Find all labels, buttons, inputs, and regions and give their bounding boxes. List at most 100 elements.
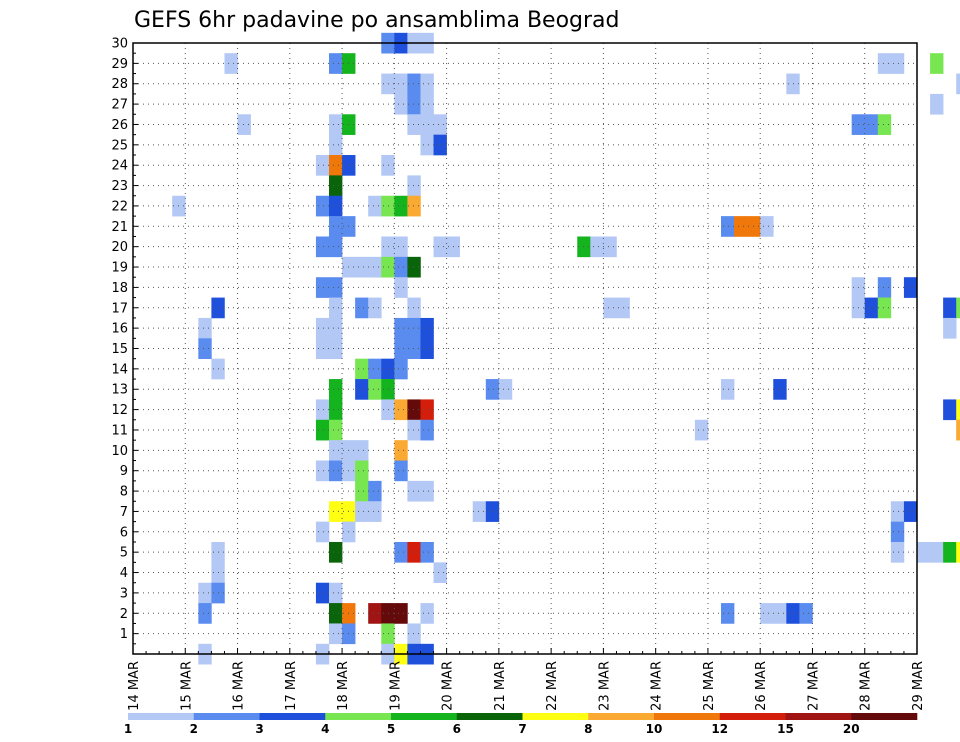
y-tick-label: 19 xyxy=(111,261,128,276)
y-tick-label: 20 xyxy=(111,240,128,255)
cell-member-17-step-17 xyxy=(355,297,369,319)
cell-member-2-step-45 xyxy=(721,603,735,624)
cell-member-17-step-63 xyxy=(956,297,960,319)
cell-member-7-step-15 xyxy=(329,501,343,522)
y-tick-label: 7 xyxy=(120,505,128,520)
cell-member-24-step-14 xyxy=(315,155,330,176)
x-tick-label: 14 MAR xyxy=(127,661,142,711)
cell-member-29-step-61 xyxy=(930,53,944,74)
cell-member-11-step-63 xyxy=(956,419,960,441)
cell-member-16-step-20 xyxy=(394,317,408,339)
cell-member-1-step-21 xyxy=(407,623,421,645)
cell-member-15-step-21 xyxy=(407,338,421,359)
cell-member-26-step-57 xyxy=(877,114,892,135)
cell-member-15-step-14 xyxy=(315,338,330,359)
x-tick-label: 29 MAR xyxy=(911,661,926,711)
y-tick-label: 23 xyxy=(111,179,128,194)
cell-member-2-step-48 xyxy=(760,603,774,624)
cell-member-26-step-15 xyxy=(329,114,343,135)
cell-member-25-step-22 xyxy=(420,134,434,156)
x-tick-label: 20 MAR xyxy=(441,661,456,711)
y-tick-label: 2 xyxy=(120,607,128,622)
cell-member-28-step-63 xyxy=(956,73,960,95)
cell-member-12-step-19 xyxy=(381,399,395,421)
cell-member-13-step-27 xyxy=(485,379,500,400)
y-tick-label: 5 xyxy=(120,546,128,561)
cell-member-18-step-14 xyxy=(315,277,330,298)
cell-member-12-step-21 xyxy=(407,399,421,421)
colorbar-segment xyxy=(391,713,458,720)
cell-member-10-step-20 xyxy=(394,440,408,461)
cell-member-14-step-17 xyxy=(355,358,369,380)
cell-member-6-step-58 xyxy=(890,521,905,543)
cell-member-26-step-23 xyxy=(433,114,447,135)
cell-member-17-step-62 xyxy=(943,297,957,319)
cell-member-26-step-22 xyxy=(420,114,434,135)
cell-member-17-step-56 xyxy=(864,297,879,319)
cell-member-11-step-14 xyxy=(315,419,330,441)
cell-member-24-step-15 xyxy=(329,155,343,176)
cell-member-23-step-15 xyxy=(329,175,343,197)
y-tick-label: 18 xyxy=(111,281,128,296)
cell-member-1-step-15 xyxy=(329,623,343,645)
cell-member-20-step-19 xyxy=(381,236,395,258)
cell-member-22-step-19 xyxy=(381,195,395,217)
y-tick-label: 8 xyxy=(120,485,128,500)
cell-member-8-step-17 xyxy=(355,480,369,502)
cell-member-5-step-15 xyxy=(329,541,343,563)
y-tick-label: 21 xyxy=(111,220,128,235)
colorbar-segment xyxy=(588,713,655,720)
cell-member-16-step-14 xyxy=(315,317,330,339)
cell-member-29-step-15 xyxy=(329,53,343,74)
cell-member-13-step-28 xyxy=(498,379,513,400)
cell-member-14-step-20 xyxy=(394,358,408,380)
cell-member-22-step-21 xyxy=(407,195,421,217)
y-tick-label: 13 xyxy=(111,383,128,398)
y-tick-label: 28 xyxy=(111,77,128,92)
colorbar-segment xyxy=(654,713,721,720)
cell-member-21-step-15 xyxy=(329,216,343,237)
cell-member-19-step-21 xyxy=(407,256,421,278)
cell-member-20-step-20 xyxy=(394,236,408,258)
cell-member-20-step-15 xyxy=(329,236,343,258)
cell-member-16-step-22 xyxy=(420,317,434,339)
cell-member-13-step-17 xyxy=(355,379,369,400)
x-tick-label: 23 MAR xyxy=(597,661,612,711)
cell-member-23-step-21 xyxy=(407,175,421,197)
cell-member-5-step-60 xyxy=(917,541,931,563)
cell-member-27-step-61 xyxy=(930,93,944,115)
cell-member-17-step-18 xyxy=(368,297,382,319)
cell-member-15-step-15 xyxy=(329,338,343,359)
colorbar-segment xyxy=(785,713,852,720)
cell-member-10-step-15 xyxy=(329,440,343,461)
cell-member-28-step-20 xyxy=(394,73,408,95)
y-tick-label: 9 xyxy=(120,464,128,479)
y-tick-label: 15 xyxy=(111,342,128,357)
cell-member-1-step-19 xyxy=(381,623,395,645)
y-tick-label: 16 xyxy=(111,322,128,337)
cell-member-7-step-59 xyxy=(903,501,918,522)
cell-member-7-step-18 xyxy=(368,501,382,522)
cell-member-20-step-23 xyxy=(433,236,447,258)
cell-member-22-step-18 xyxy=(368,195,382,217)
cell-member-13-step-19 xyxy=(381,379,395,400)
cell-member-25-step-23 xyxy=(433,134,447,156)
cell-member-2-step-20 xyxy=(394,603,408,624)
cell-member-19-step-19 xyxy=(381,256,395,278)
cell-member-16-step-21 xyxy=(407,317,421,339)
cell-member-22-step-14 xyxy=(315,195,330,217)
cell-member-20-step-35 xyxy=(590,236,604,258)
y-tick-label: 6 xyxy=(120,525,128,540)
cell-member-28-step-22 xyxy=(420,73,434,95)
colorbar-segment xyxy=(128,713,195,720)
cell-member-17-step-15 xyxy=(329,297,343,319)
colorbar-segment xyxy=(522,713,589,720)
y-tick-label: 1 xyxy=(120,627,128,642)
cell-member-29-step-57 xyxy=(877,53,892,74)
cell-member-12-step-63 xyxy=(956,399,960,421)
cell-member-18-step-20 xyxy=(394,277,408,298)
y-tick-label: 26 xyxy=(111,118,128,133)
colorbar-segment xyxy=(851,713,918,720)
cell-member-21-step-48 xyxy=(760,216,774,237)
x-axis: 14 MAR 15 MAR 16 MAR 17 MAR 18 MAR 19 MAR 20 M… xyxy=(127,648,926,711)
